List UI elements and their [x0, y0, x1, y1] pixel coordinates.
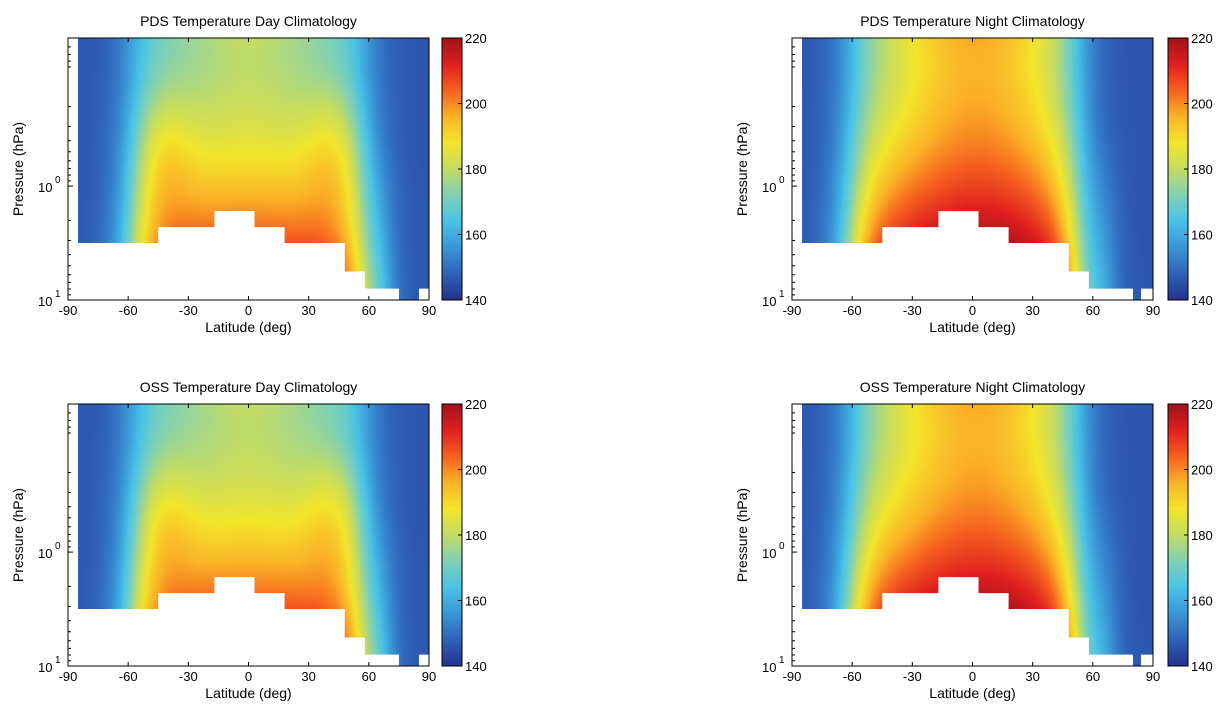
x-tick-label: 30 [301, 303, 315, 318]
y-tick-label-base: 10 [762, 546, 776, 561]
x-tick-label: 60 [362, 303, 376, 318]
x-tick-label: -60 [119, 303, 138, 318]
y-axis-label: Pressure (hPa) [734, 122, 750, 216]
colorbar-tick-label: 180 [1191, 528, 1213, 543]
colorbar-tick-label: 140 [1191, 659, 1213, 674]
y-tick-label-base: 10 [38, 546, 52, 561]
x-tick-label: -60 [119, 669, 138, 684]
x-tick-label: 60 [1086, 669, 1100, 684]
x-tick-label: -30 [179, 669, 198, 684]
y-tick-label-exponent: 1 [55, 655, 61, 666]
colorbar: 140 160 180 200 220 [441, 397, 487, 674]
y-tick-label-exponent: 1 [779, 655, 785, 666]
chart-title: OSS Temperature Day Climatology [140, 379, 358, 395]
missing-data-floor [792, 211, 1153, 306]
y-tick-label-base: 10 [38, 294, 52, 309]
x-tick-label: -90 [59, 303, 78, 318]
colorbar: 140 160 180 200 220 [1167, 397, 1213, 674]
missing-data-west [68, 38, 79, 300]
x-tick-label: 30 [301, 669, 315, 684]
colorbar-tick-label: 220 [1191, 31, 1213, 46]
colorbar-tick-label: 160 [465, 594, 487, 609]
colorbar: 140 160 180 200 220 [441, 31, 487, 308]
y-tick-label-exponent: 1 [55, 289, 61, 300]
colorbar-tick-label: 180 [465, 528, 487, 543]
y-tick-label-base: 10 [762, 660, 776, 675]
colorbar-tick-label: 220 [465, 397, 487, 412]
x-tick-label: 0 [245, 303, 252, 318]
chart-title: OSS Temperature Night Climatology [860, 379, 1085, 395]
x-tick-label: 30 [1025, 303, 1039, 318]
x-tick-label: 90 [422, 303, 436, 318]
y-axis-label: Pressure (hPa) [10, 488, 26, 582]
x-tick-label: -30 [903, 303, 922, 318]
colorbar-tick-label: 180 [465, 162, 487, 177]
x-tick-label: -60 [843, 669, 862, 684]
x-tick-label: -30 [179, 303, 198, 318]
x-tick-label: 30 [1025, 669, 1039, 684]
x-axis-label: Latitude (deg) [929, 685, 1015, 701]
y-tick-label-base: 10 [762, 294, 776, 309]
x-tick-label: 60 [362, 669, 376, 684]
x-tick-label: 90 [1146, 669, 1160, 684]
missing-data-floor [68, 211, 429, 306]
y-tick-label-base: 10 [38, 660, 52, 675]
x-tick-label: -30 [903, 669, 922, 684]
x-tick-label: -90 [59, 669, 78, 684]
y-tick-label-exponent: 0 [779, 175, 785, 186]
colorbar-tick-label: 200 [465, 463, 487, 478]
x-axis-label: Latitude (deg) [205, 319, 291, 335]
colorbar-tick-label: 180 [1191, 162, 1213, 177]
x-tick-label: 0 [969, 669, 976, 684]
x-axis-label: Latitude (deg) [205, 685, 291, 701]
colorbar-tick-label: 220 [1191, 397, 1213, 412]
colorbar-tick-label: 160 [1191, 594, 1213, 609]
y-axis-label: Pressure (hPa) [10, 122, 26, 216]
colorbar-tick-label: 220 [465, 31, 487, 46]
y-tick-label-base: 10 [762, 180, 776, 195]
x-axis-label: Latitude (deg) [929, 319, 1015, 335]
x-tick-label: -60 [843, 303, 862, 318]
missing-data-west [68, 404, 79, 666]
chart-title: PDS Temperature Night Climatology [860, 13, 1085, 29]
x-tick-label: -90 [783, 303, 802, 318]
y-tick-label-exponent: 1 [779, 289, 785, 300]
x-tick-label: 0 [969, 303, 976, 318]
missing-data-floor [68, 577, 429, 672]
y-tick-label-exponent: 0 [55, 541, 61, 552]
colorbar-tick-label: 140 [1191, 293, 1213, 308]
x-tick-label: -90 [783, 669, 802, 684]
missing-data-floor [792, 577, 1153, 672]
colorbar-tick-label: 140 [465, 659, 487, 674]
x-tick-label: 0 [245, 669, 252, 684]
colorbar-tick-label: 200 [1191, 463, 1213, 478]
x-tick-label: 90 [422, 669, 436, 684]
colorbar: 140 160 180 200 220 [1167, 31, 1213, 308]
missing-data-west [792, 404, 803, 666]
colorbar-tick-label: 160 [1191, 228, 1213, 243]
colorbar-tick-label: 200 [1191, 97, 1213, 112]
y-tick-label-base: 10 [38, 180, 52, 195]
missing-data-west [792, 38, 803, 300]
y-tick-label-exponent: 0 [55, 175, 61, 186]
x-tick-label: 90 [1146, 303, 1160, 318]
colorbar-tick-label: 200 [465, 97, 487, 112]
colorbar-tick-label: 160 [465, 228, 487, 243]
y-tick-label-exponent: 0 [779, 541, 785, 552]
colorbar-tick-label: 140 [465, 293, 487, 308]
x-tick-label: 60 [1086, 303, 1100, 318]
chart-title: PDS Temperature Day Climatology [140, 13, 357, 29]
y-axis-label: Pressure (hPa) [734, 488, 750, 582]
